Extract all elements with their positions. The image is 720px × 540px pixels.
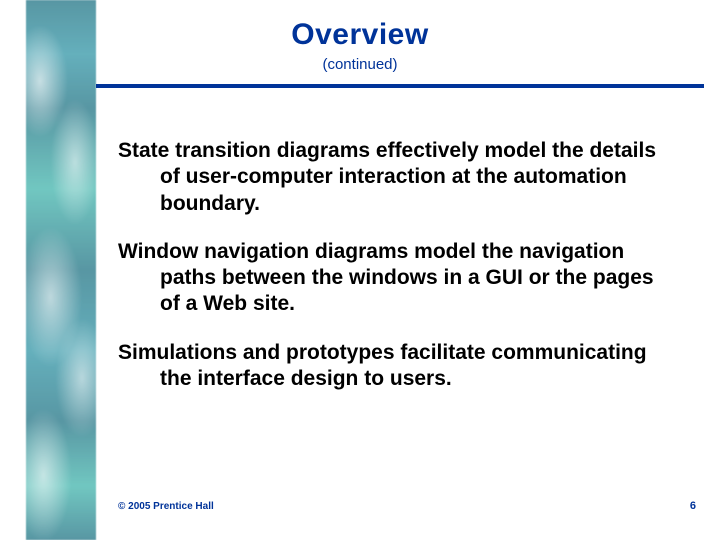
paragraph: Window navigation diagrams model the nav… (118, 239, 678, 318)
decorative-left-band (26, 0, 96, 540)
slide-title: Overview (0, 18, 720, 52)
paragraph: Simulations and prototypes facilitate co… (118, 340, 678, 393)
footer-page-number: 6 (690, 500, 696, 512)
title-rule (96, 84, 704, 88)
paragraph: State transition diagrams effectively mo… (118, 138, 678, 217)
body-content: State transition diagrams effectively mo… (118, 138, 678, 414)
slide-subtitle: (continued) (0, 56, 720, 73)
footer-copyright: © 2005 Prentice Hall (118, 501, 214, 512)
